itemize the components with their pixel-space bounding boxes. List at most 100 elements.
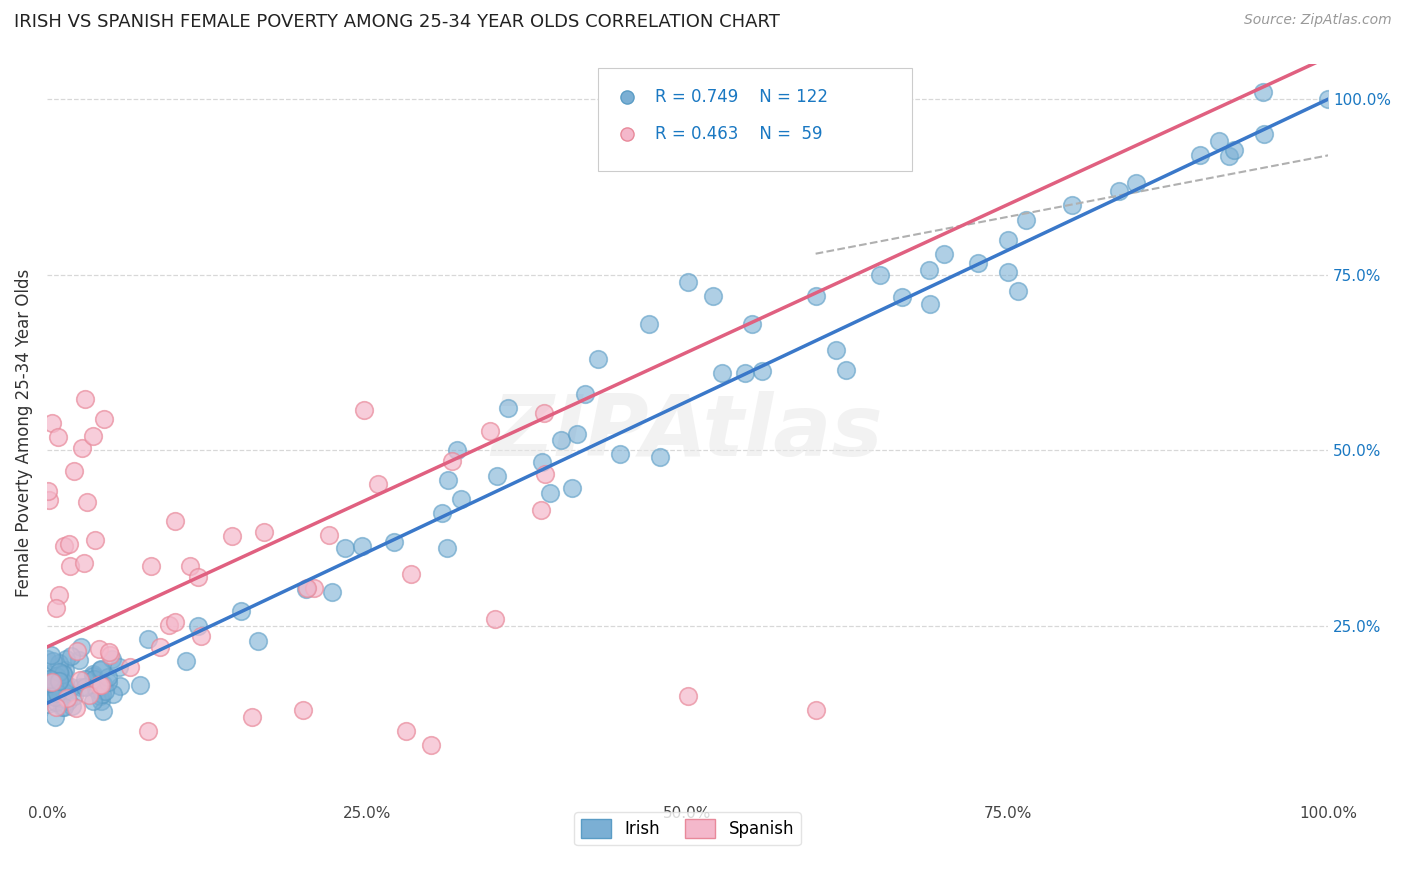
Point: [44, 681, 66, 696]
Point: [586, 352, 609, 367]
Point: [37, 697, 59, 711]
Point: [149, 640, 172, 654]
Point: [734, 366, 756, 380]
Point: [45, 699, 67, 714]
Point: [73, 392, 96, 407]
Point: [70, 441, 93, 455]
Point: [676, 275, 699, 289]
Point: [44, 669, 66, 683]
Point: [648, 450, 671, 464]
Point: [533, 406, 555, 420]
Point: [638, 317, 661, 331]
Point: [53, 676, 76, 690]
Point: [997, 233, 1019, 247]
Point: [37, 667, 59, 681]
Point: [891, 289, 914, 303]
Point: [52, 700, 75, 714]
Point: [616, 159, 638, 173]
Point: [187, 570, 209, 584]
Point: [420, 739, 443, 753]
Point: [70, 640, 93, 654]
Point: [530, 502, 553, 516]
Point: [63, 464, 86, 478]
Point: [87, 641, 110, 656]
Point: [60, 699, 83, 714]
Point: [187, 619, 209, 633]
Point: [52, 667, 75, 681]
Point: [437, 473, 460, 487]
Point: [39, 676, 62, 690]
Point: [69, 673, 91, 688]
Point: [751, 364, 773, 378]
Point: [246, 634, 269, 648]
Point: [1188, 148, 1211, 162]
Point: [49, 690, 72, 705]
Point: [39, 648, 62, 662]
Point: [538, 486, 561, 500]
Point: [997, 265, 1019, 279]
Point: [84, 533, 107, 547]
Point: [478, 425, 501, 439]
Point: [39, 673, 62, 687]
Point: [41, 684, 63, 698]
Point: [574, 387, 596, 401]
Point: [1317, 92, 1340, 106]
Point: [399, 566, 422, 581]
Point: [83, 672, 105, 686]
Point: [966, 256, 988, 270]
Point: [1125, 177, 1147, 191]
Point: [918, 262, 941, 277]
Point: [76, 495, 98, 509]
Point: [37, 484, 59, 499]
Point: [91, 677, 114, 691]
Point: [163, 514, 186, 528]
Point: [56, 682, 79, 697]
Point: [72, 556, 94, 570]
Point: [49, 666, 72, 681]
Point: [702, 289, 724, 303]
Point: [565, 426, 588, 441]
Point: [108, 660, 131, 674]
Point: [179, 559, 201, 574]
Point: [157, 617, 180, 632]
Point: [710, 366, 733, 380]
Point: [118, 660, 141, 674]
Point: [1208, 134, 1230, 148]
Point: [46, 430, 69, 444]
Point: [295, 582, 318, 597]
Text: ZIPAtlas: ZIPAtlas: [492, 392, 883, 475]
Point: [39, 686, 62, 700]
Point: [82, 693, 104, 707]
Point: [48, 673, 70, 688]
Point: [48, 588, 70, 602]
Point: [496, 401, 519, 416]
Point: [44, 678, 66, 692]
Text: IRISH VS SPANISH FEMALE POVERTY AMONG 25-34 YEAR OLDS CORRELATION CHART: IRISH VS SPANISH FEMALE POVERTY AMONG 25…: [14, 13, 780, 31]
Point: [53, 540, 76, 554]
Point: [190, 629, 212, 643]
Point: [93, 704, 115, 718]
Point: [395, 724, 418, 739]
Point: [45, 685, 67, 699]
Point: [66, 644, 89, 658]
Point: [82, 669, 104, 683]
Point: [252, 525, 274, 540]
Point: [560, 481, 582, 495]
Point: [84, 682, 107, 697]
Point: [51, 699, 73, 714]
Point: [41, 675, 63, 690]
Point: [48, 665, 70, 679]
Point: [1218, 149, 1240, 163]
Point: [825, 343, 848, 357]
Point: [89, 664, 111, 678]
Point: [98, 645, 121, 659]
Point: [35, 652, 58, 666]
Point: [533, 467, 555, 481]
Point: [52, 665, 75, 680]
Point: [108, 679, 131, 693]
Point: [616, 124, 638, 138]
Point: [450, 492, 472, 507]
FancyBboxPatch shape: [598, 68, 911, 171]
Point: [58, 536, 80, 550]
Text: R = 0.463    N =  59: R = 0.463 N = 59: [655, 125, 823, 143]
